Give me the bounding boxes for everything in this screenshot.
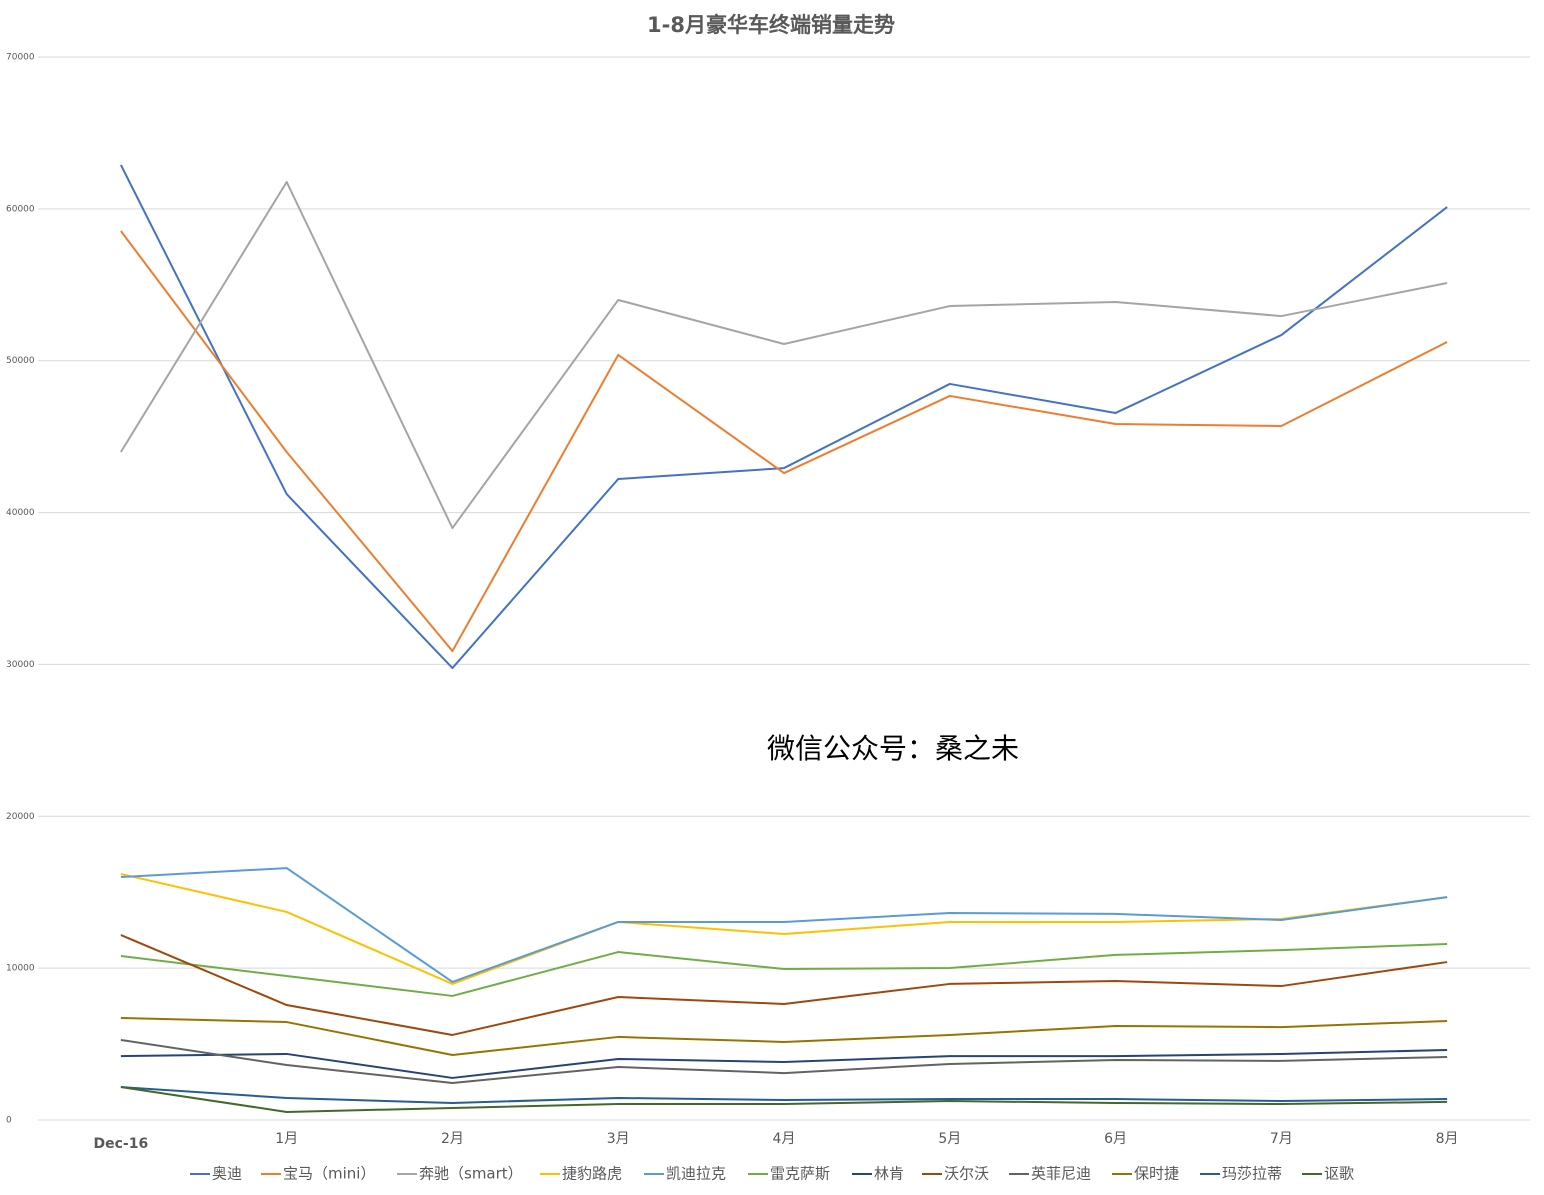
x-tick-label: 7月 xyxy=(1270,1131,1293,1147)
y-tick-label: 70000 xyxy=(6,53,35,63)
x-tick-label: 6月 xyxy=(1104,1131,1127,1147)
series-line xyxy=(120,230,1448,653)
series-line xyxy=(120,942,1448,997)
legend-label: 保时捷 xyxy=(1134,1165,1179,1183)
legend-label: 玛莎拉蒂 xyxy=(1222,1165,1282,1183)
legend-label: 林肯 xyxy=(874,1165,904,1183)
legend-label: 讴歌 xyxy=(1324,1165,1354,1183)
x-tick-label: 4月 xyxy=(773,1131,796,1147)
series-line xyxy=(120,867,1448,983)
y-tick-label: 40000 xyxy=(6,508,35,518)
legend-label: 宝马（mini） xyxy=(283,1165,375,1183)
series-line xyxy=(120,873,1448,985)
series-line xyxy=(119,164,1448,670)
y-tick-label: 60000 xyxy=(6,204,35,214)
legend-label: 捷豹路虎 xyxy=(562,1165,622,1183)
legend-label: 雷克萨斯 xyxy=(770,1165,830,1183)
series-line xyxy=(120,1038,1448,1084)
series-line xyxy=(120,1048,1448,1079)
y-tick-label: 30000 xyxy=(6,660,35,670)
legend-label: 凯迪拉克 xyxy=(666,1165,726,1183)
chart-title: 1-8月豪华车终端销量走势 xyxy=(647,13,895,37)
x-tick-label: 3月 xyxy=(607,1131,630,1147)
y-tick-label: 10000 xyxy=(6,964,35,974)
series-line xyxy=(120,1016,1448,1057)
y-tick-label: 50000 xyxy=(6,356,35,366)
x-tick-label: 1月 xyxy=(275,1131,298,1147)
watermark: 微信公众号：桑之未 xyxy=(767,732,1019,765)
y-tick-label: 20000 xyxy=(6,812,35,822)
x-tick-label: 5月 xyxy=(938,1131,961,1147)
x-tick-label: 8月 xyxy=(1436,1131,1459,1147)
legend-label: 沃尔沃 xyxy=(944,1165,989,1183)
y-tick-label: 0 xyxy=(6,1116,12,1126)
legend-label: 奥迪 xyxy=(212,1165,242,1183)
series-line xyxy=(120,180,1448,530)
legend-label: 奔驰（smart） xyxy=(419,1165,523,1183)
series-line xyxy=(120,1086,1448,1104)
legend-label: 英菲尼迪 xyxy=(1031,1165,1091,1183)
series-line xyxy=(120,934,1448,1036)
x-tick-label: Dec-16 xyxy=(94,1136,149,1152)
series-line xyxy=(120,1086,1448,1113)
x-tick-label: 2月 xyxy=(441,1131,464,1147)
